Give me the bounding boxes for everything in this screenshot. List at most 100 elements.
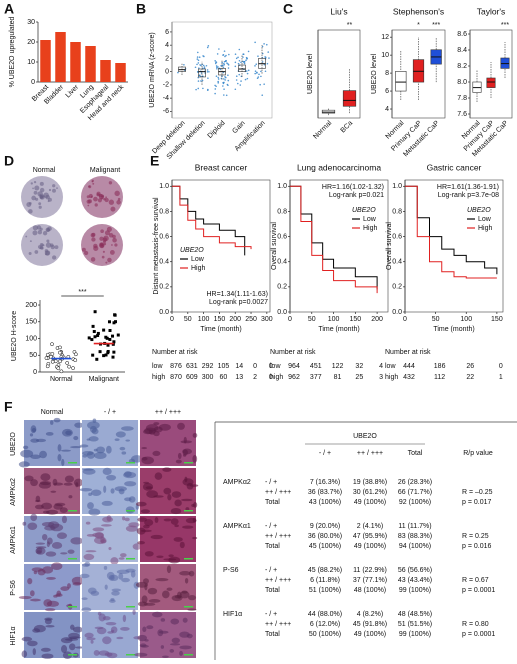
sample-dot <box>261 94 264 97</box>
tissue-texture <box>184 577 189 584</box>
sample-dot <box>45 352 50 357</box>
table-cell: 44 (88.0%) <box>308 611 342 618</box>
sample-dot <box>206 69 209 71</box>
sample-dot <box>107 320 111 324</box>
tissue-texture <box>30 438 40 443</box>
y-tick-label: 0 <box>33 369 37 376</box>
table-cell: 99 (100%) <box>399 587 431 594</box>
risk-value: 26 <box>466 363 474 370</box>
tissue-texture <box>101 524 112 527</box>
tissue-texture <box>162 655 169 658</box>
sample-dot <box>50 359 55 364</box>
tissue-texture <box>57 454 62 462</box>
tissue-texture <box>39 187 45 193</box>
tissue-texture <box>119 446 126 451</box>
tissue-texture <box>170 643 181 646</box>
tissue-texture <box>79 573 90 579</box>
sample-dot <box>196 58 199 60</box>
y-tick-label: 0.6 <box>392 233 402 240</box>
scale-bar <box>184 606 193 608</box>
tissue-texture <box>179 631 190 638</box>
tissue-texture <box>45 624 55 628</box>
x-axis-title: Time (month) <box>318 326 359 333</box>
sample-dot <box>50 352 55 356</box>
tissue-texture <box>60 552 68 555</box>
tissue-texture <box>40 647 51 652</box>
tissue-texture <box>179 571 191 576</box>
sample-dot <box>239 84 242 86</box>
tissue-texture <box>125 525 138 532</box>
y-axis-title: UBE2O level <box>307 54 314 95</box>
tissue-texture <box>89 425 97 433</box>
sample-dot <box>240 61 242 64</box>
sample-dot <box>242 56 244 58</box>
y-tick-label: 8.2 <box>457 63 467 70</box>
y-tick-label: 50 <box>29 352 37 359</box>
risk-value: 186 <box>434 363 446 370</box>
tissue-texture <box>90 195 93 198</box>
table-row-label: ++ / +++ <box>265 533 291 540</box>
sample-dot <box>223 60 226 63</box>
tissue-texture <box>22 521 27 526</box>
tissue-texture <box>118 572 124 580</box>
tissue-texture <box>118 557 125 560</box>
risk-value: 962 <box>288 374 300 381</box>
sample-dot <box>199 74 201 77</box>
tissue-texture <box>136 527 146 535</box>
sample-dot <box>242 53 245 55</box>
sample-dot <box>256 72 258 74</box>
row-label: UBE2O <box>10 432 17 456</box>
sample-dot <box>214 92 216 95</box>
sample-dot <box>102 328 106 332</box>
table-cell: 51 (51.5%) <box>398 621 432 628</box>
sample-dot <box>102 354 106 358</box>
panel-label: C <box>283 1 293 17</box>
y-tick-label: 8.0 <box>457 79 467 86</box>
table-cell: 11 (22.9%) <box>353 567 387 574</box>
tissue-texture <box>38 202 42 206</box>
tissue-texture <box>114 243 118 247</box>
sample-dot <box>256 77 259 80</box>
scale-bar <box>184 462 193 464</box>
tissue-texture <box>163 558 177 561</box>
tissue-texture <box>36 547 43 554</box>
tissue-texture <box>39 227 43 231</box>
sample-dot <box>208 70 210 73</box>
sample-dot <box>225 94 228 97</box>
x-tick-label: 0 <box>403 316 407 323</box>
bar <box>85 46 96 82</box>
tissue-texture <box>134 652 148 657</box>
tissue-texture <box>110 626 118 634</box>
tissue-texture <box>25 235 28 238</box>
risk-value: 32 <box>355 363 363 370</box>
tissue-texture <box>57 444 62 452</box>
risk-value: 13 <box>235 374 243 381</box>
scale-bar <box>126 654 135 656</box>
bar <box>40 40 51 82</box>
tissue-texture <box>40 473 51 482</box>
sample-dot <box>74 352 78 357</box>
plot-frame <box>469 29 513 119</box>
sample-dot <box>257 76 260 78</box>
sample-dot <box>65 361 70 365</box>
tissue-texture <box>135 581 148 588</box>
sample-dot <box>199 64 201 66</box>
tissue-texture <box>143 524 150 529</box>
tissue-texture <box>109 250 115 255</box>
tissue-texture <box>112 237 117 243</box>
tissue-texture <box>174 499 182 507</box>
sample-dot <box>53 359 58 364</box>
tissue-texture <box>121 426 134 431</box>
sample-dot <box>111 355 115 359</box>
table-cell: 45 (91.8%) <box>353 621 387 628</box>
tissue-texture <box>93 243 98 249</box>
y-tick-label: 1.0 <box>392 183 402 190</box>
sample-dot <box>224 76 226 78</box>
tissue-texture <box>33 570 38 575</box>
tissue-texture <box>122 516 126 521</box>
risk-row-label: high <box>152 374 165 381</box>
p-value: p = 0.0001 <box>462 631 495 638</box>
tissue-texture <box>83 553 95 561</box>
sample-dot <box>238 73 241 76</box>
sample-dot <box>217 80 219 83</box>
